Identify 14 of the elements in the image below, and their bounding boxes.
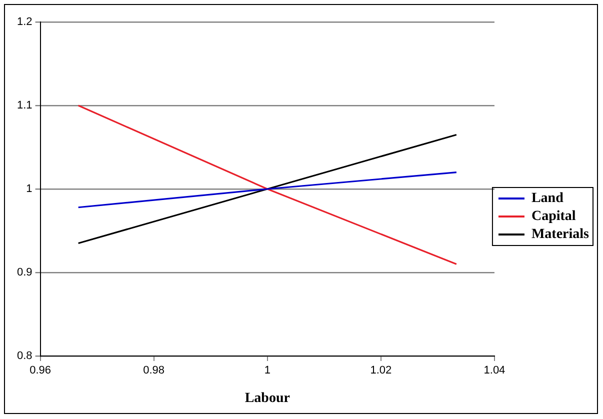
legend-label: Land <box>531 191 564 206</box>
x-tick-label: 1.04 <box>484 364 506 377</box>
x-tick-label: 0.98 <box>143 364 165 377</box>
x-tick-label: 1.02 <box>370 364 392 377</box>
x-tick-label: 0.96 <box>30 364 51 377</box>
y-tick-label: 0.9 <box>16 266 32 279</box>
legend-label: Materials <box>531 227 590 242</box>
y-tick-label: 0.8 <box>16 350 32 362</box>
y-tick-label: 1.1 <box>16 100 32 112</box>
x-tick-label: 1 <box>264 364 270 377</box>
y-tick-label: 1.2 <box>16 16 32 28</box>
legend-label: Capital <box>531 209 576 224</box>
y-tick-label: 1 <box>26 183 32 196</box>
x-axis-title: Labour <box>244 391 290 406</box>
